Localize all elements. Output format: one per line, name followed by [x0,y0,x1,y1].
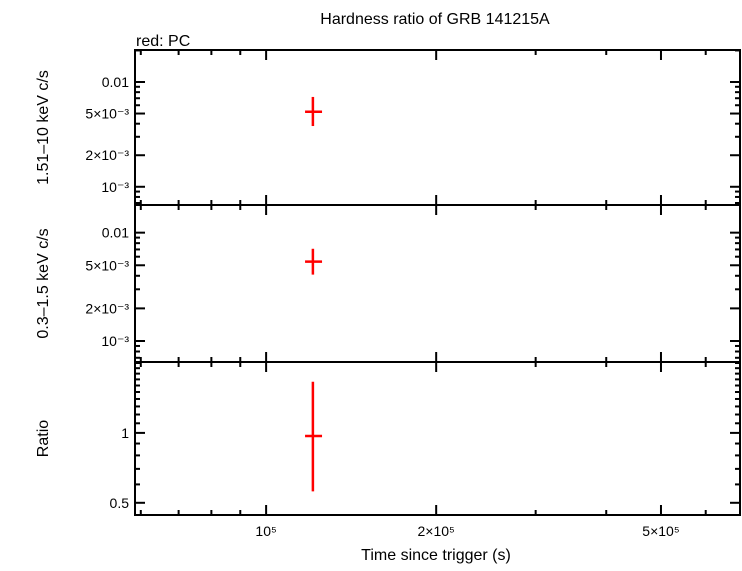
y-tick-label: 0.01 [102,225,129,241]
y-tick-label: 0.01 [102,74,129,90]
panel-frame [134,204,741,363]
y-axis-label: 0.3–1.5 keV c/s [35,228,52,338]
panel-1: 0.01 5×10⁻³ 2×10⁻³ 10⁻³ 1.51–10 keV c/s [35,49,741,206]
x-tick-label: 2×10⁵ [418,523,455,539]
y-tick-label: 2×10⁻³ [85,300,129,316]
y-tick-label: 2×10⁻³ [85,147,129,163]
y-tick-label: 0.5 [110,495,130,511]
panel-frame [134,361,741,516]
y-tick-label: 1 [121,425,129,441]
legend-note: red: PC [136,33,190,50]
panel-2: 0.01 5×10⁻³ 2×10⁻³ 10⁻³ 0.3–1.5 keV c/s [35,204,741,363]
panel-frame [134,49,741,206]
x-tick-label: 10⁵ [255,523,276,539]
y-tick-label: 5×10⁻³ [85,106,129,122]
x-axis-label: Time since trigger (s) [361,547,511,564]
panel-3: 1 0.5 Ratio [35,361,741,516]
x-tick-label: 5×10⁵ [642,523,679,539]
y-axis-label: 1.51–10 keV c/s [35,70,52,185]
chart-title: Hardness ratio of GRB 141215A [320,11,550,28]
y-tick-label: 10⁻³ [101,179,129,195]
y-tick-label: 10⁻³ [101,333,129,349]
y-tick-label: 5×10⁻³ [85,257,129,273]
y-axis-label: Ratio [35,420,52,457]
